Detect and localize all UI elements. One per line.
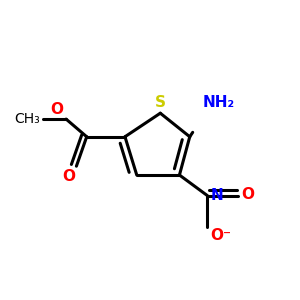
Text: CH₃: CH₃: [14, 112, 40, 126]
Text: O: O: [62, 169, 75, 184]
Text: O: O: [241, 187, 254, 202]
Text: S: S: [155, 95, 166, 110]
Text: O: O: [51, 102, 64, 117]
Text: NH₂: NH₂: [203, 95, 235, 110]
Text: O⁻: O⁻: [210, 228, 231, 243]
Text: N: N: [210, 188, 223, 202]
